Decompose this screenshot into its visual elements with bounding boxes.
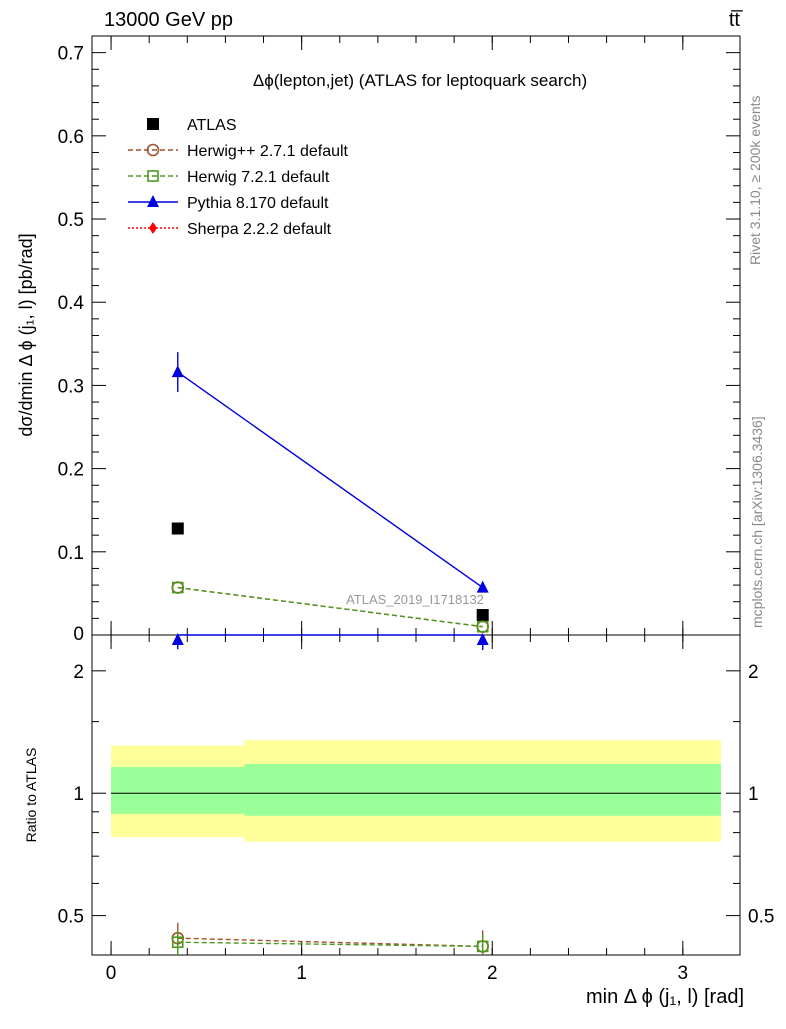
legend-label-herwigpp: Herwig++ 2.7.1 default [187, 143, 349, 160]
upper-title: Δϕ(lepton,jet) (ATLAS for leptoquark sea… [253, 71, 587, 90]
upper-y-tick-label: 0.5 [58, 210, 84, 231]
upper-point-atlas [171, 522, 184, 535]
legend-marker-herwig7 [147, 170, 159, 182]
process-label: tt̅ [729, 9, 743, 31]
upper-y-tick-label: 0.6 [58, 127, 84, 148]
legend-label-atlas: ATLAS [187, 117, 237, 134]
mcplots-label: mcplots.cern.ch [arXiv:1306.3436] [749, 416, 765, 628]
ratio-band-inner [111, 767, 245, 814]
upper-y-tick-label: 0.3 [58, 376, 84, 397]
upper-series-line-herwig7 [177, 586, 483, 628]
upper-y-tick-label: 0.7 [58, 44, 84, 65]
lower-y-tick-label-right: 1 [748, 784, 759, 805]
lower-y-tick-label: 0.5 [58, 907, 84, 928]
upper-point-pythia [171, 365, 184, 378]
lower-series-marks [171, 633, 490, 955]
lower-series-line-herwig7 [177, 941, 483, 948]
x-axis-label: min Δ ϕ (j₁, l) [rad] [586, 986, 744, 1008]
x-tick-label: 2 [487, 963, 498, 984]
legend-marker-pythia [147, 195, 159, 207]
upper-y-zero-label: 0 [73, 624, 84, 645]
rivet-label: Rivet 3.1.10, ≥ 200k events [747, 95, 763, 265]
legend-label-herwig7: Herwig 7.2.1 default [187, 169, 330, 186]
upper-y-label: dσ/dmin Δ ϕ (j₁, l) [pb/rad] [16, 233, 36, 436]
lower-point-herwig7 [171, 936, 184, 949]
lower-point-pythia [171, 633, 184, 645]
watermark: ATLAS_2019_I1718132 [346, 592, 484, 607]
upper-panel: 0.1 0.2 0.3 0.4 0.5 0.6 0.7 0 Δϕ(lepton,jet) (A… [16, 35, 741, 645]
legend-marker-herwigpp [146, 143, 160, 157]
upper-series-marks [171, 352, 490, 633]
lower-point-pythia [476, 633, 489, 645]
x-tick-label: 1 [296, 963, 307, 984]
lower-axis-ticks: 0.5 0.5 1 1 2 2 0 1 2 3 [58, 635, 774, 984]
lower-y-label: Ratio to ATLAS [23, 748, 39, 843]
upper-y-tick-label: 0.4 [58, 293, 85, 314]
upper-point-atlas [476, 609, 489, 622]
lower-point-herwig7 [476, 940, 489, 953]
lower-panel: 0.5 0.5 1 1 2 2 0 1 2 3 Ratio to ATLAS min Δ ϕ (j… [23, 633, 774, 1008]
legend-marker-sherpa [149, 222, 157, 234]
legend-label-sherpa: Sherpa 2.2.2 default [187, 221, 332, 238]
upper-axis-ticks: 0.1 0.2 0.3 0.4 0.5 0.6 0.7 0 [58, 36, 740, 645]
upper-y-tick-label: 0.2 [58, 460, 84, 481]
legend-marker-atlas [147, 118, 159, 130]
lower-y-tick-label-right: 2 [748, 662, 759, 683]
ratio-bands [111, 740, 721, 842]
lower-series-line-herwigpp [177, 937, 483, 948]
upper-series-line-pythia [177, 371, 484, 589]
upper-point-pythia [476, 580, 489, 593]
upper-point-herwig7 [476, 620, 489, 633]
x-tick-label: 0 [106, 963, 117, 984]
lower-y-tick-label: 1 [73, 784, 84, 805]
legend-label-pythia: Pythia 8.170 default [187, 195, 329, 212]
energy-label: 13000 GeV pp [104, 9, 233, 31]
ratio-band-inner [244, 763, 721, 816]
legend: ATLAS Herwig++ 2.7.1 default Herwig 7.2.1 … [128, 117, 349, 238]
upper-y-tick-label: 0.1 [58, 543, 84, 564]
lower-y-tick-label-right: 0.5 [748, 907, 774, 928]
upper-point-herwig7 [171, 581, 184, 594]
x-tick-label: 3 [678, 963, 689, 984]
lower-y-tick-label: 2 [73, 662, 84, 683]
